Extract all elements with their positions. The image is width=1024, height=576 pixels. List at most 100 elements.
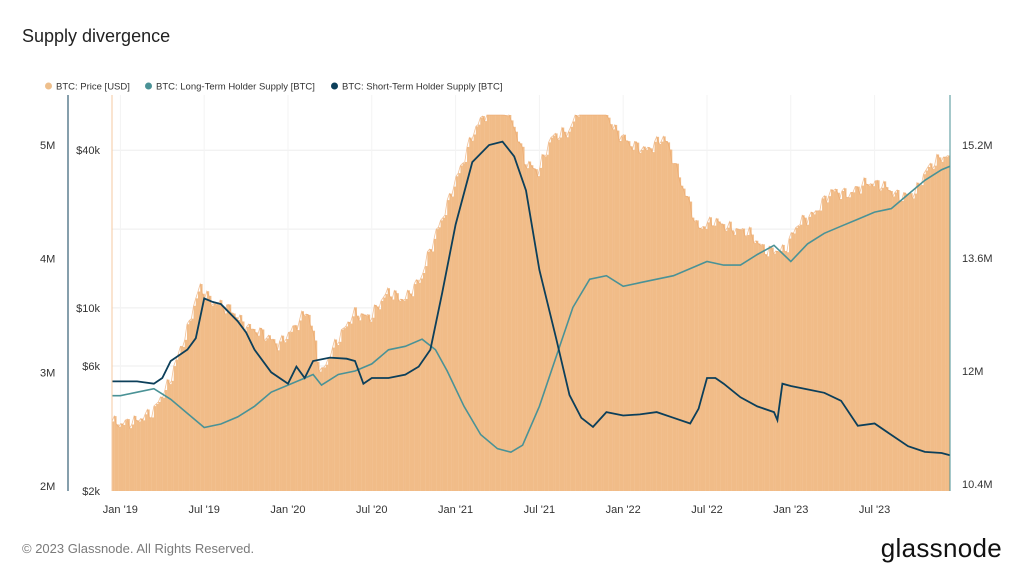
price-bar (449, 193, 452, 491)
price-bar (736, 228, 739, 492)
price-bar (312, 330, 316, 491)
price-bar (473, 134, 477, 492)
price-bar (806, 224, 810, 491)
legend-item[interactable]: BTC: Price [USD] (45, 82, 130, 93)
price-bar (762, 244, 765, 491)
price-bar (321, 367, 324, 491)
price-bar (431, 251, 435, 491)
price-bar (250, 329, 254, 491)
price-bar (493, 115, 496, 491)
price-bar (123, 424, 126, 491)
price-bar (850, 192, 854, 491)
price-bar (398, 300, 402, 491)
price-bar (149, 417, 152, 491)
glassnode-logo[interactable]: glassnode (880, 533, 1002, 563)
price-bar (833, 191, 836, 491)
price-bar (597, 115, 600, 491)
price-bar (281, 335, 285, 491)
price-bar (438, 227, 441, 491)
price-bar (630, 146, 633, 491)
price-bar (370, 321, 373, 491)
price-bar (422, 272, 426, 491)
sth-axis-tick-label: 2M (40, 481, 55, 493)
price-bar (848, 197, 851, 491)
price-bar (447, 200, 450, 491)
price-bar (310, 325, 313, 491)
price-bar (731, 230, 735, 491)
price-bar (444, 215, 448, 491)
price-bar (235, 317, 238, 491)
price-bar (191, 318, 194, 491)
price-bar (749, 227, 752, 491)
price-bar (747, 234, 750, 492)
price-bar (325, 364, 329, 491)
axes: 2M 3M 4M 5M $2k $6k $10k $40k 10.4M 12M 13.6M 15.2M… (40, 95, 993, 516)
price-bar (169, 384, 172, 491)
price-bar (217, 304, 221, 491)
price-bar (559, 137, 563, 492)
x-axis-tick-label: Jan '21 (438, 504, 473, 516)
price-bar (555, 133, 558, 492)
price-bar (533, 168, 536, 492)
legend-item[interactable]: BTC: Short-Term Holder Supply [BTC] (331, 82, 503, 93)
price-bar (112, 421, 115, 491)
price-bar (228, 304, 232, 491)
price-bar (877, 180, 880, 492)
price-bar (396, 293, 399, 491)
price-bar (641, 150, 644, 492)
price-axis-tick-label: $10k (76, 303, 100, 315)
price-bar (156, 404, 159, 491)
price-bar (910, 193, 913, 491)
price-bar (711, 225, 715, 491)
price-bar (914, 193, 918, 491)
price-bar (381, 300, 384, 491)
price-bar (663, 136, 666, 491)
price-bar (425, 266, 428, 491)
price-outline (111, 114, 949, 430)
price-bar (839, 199, 843, 491)
price-bar (773, 253, 776, 491)
price-bar (844, 188, 847, 492)
price-bar (224, 313, 227, 491)
price-bar (696, 220, 699, 491)
price-bar (407, 290, 410, 491)
price-bar (758, 243, 761, 491)
price-bar (239, 315, 243, 491)
price-bar (742, 228, 746, 491)
price-bar (930, 163, 933, 492)
price-bar (378, 309, 382, 491)
price-bar (345, 326, 349, 491)
price-bar (491, 115, 494, 491)
price-bar (531, 165, 534, 491)
lth-supply-line (112, 165, 951, 454)
price-bar (134, 415, 137, 491)
price-bar (403, 300, 406, 491)
price-bar (676, 163, 679, 491)
price-bar (515, 131, 518, 491)
price-bar (394, 290, 397, 491)
price-bar (846, 197, 849, 491)
price-bar (705, 228, 708, 491)
legend[interactable]: BTC: Price [USD] BTC: Long-Term Holder Su… (45, 82, 503, 93)
price-bar (863, 177, 867, 491)
price-bar (138, 421, 141, 491)
price-bar (198, 291, 201, 491)
price-bar (797, 226, 801, 492)
price-bar (519, 143, 523, 491)
legend-item[interactable]: BTC: Long-Term Holder Supply [BTC] (145, 82, 315, 93)
price-bar (328, 358, 331, 491)
price-bar (672, 163, 675, 491)
price-bar (288, 332, 291, 491)
price-bar (908, 194, 911, 491)
price-bar (791, 232, 794, 491)
price-bar (905, 194, 909, 491)
price-bar (372, 317, 375, 491)
price-bar (253, 328, 256, 491)
price-bar (866, 183, 869, 491)
price-bar (308, 314, 311, 491)
price-bar (594, 115, 598, 491)
legend-swatch (145, 82, 152, 90)
price-bar (564, 131, 567, 491)
price-bar (581, 115, 585, 491)
price-bar (136, 420, 139, 491)
